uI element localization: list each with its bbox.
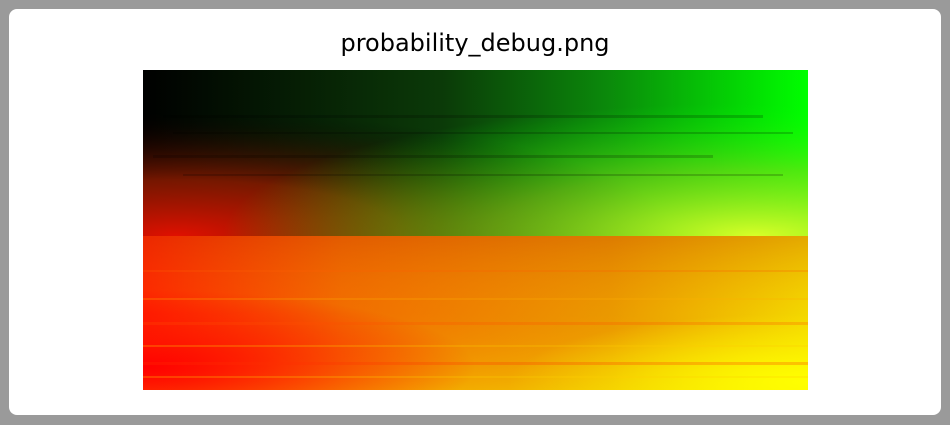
image-viewer-panel: probability_debug.png	[9, 9, 941, 415]
probability-debug-image	[143, 70, 808, 390]
probability-gradient-image	[143, 70, 808, 390]
image-title: probability_debug.png	[340, 29, 610, 57]
